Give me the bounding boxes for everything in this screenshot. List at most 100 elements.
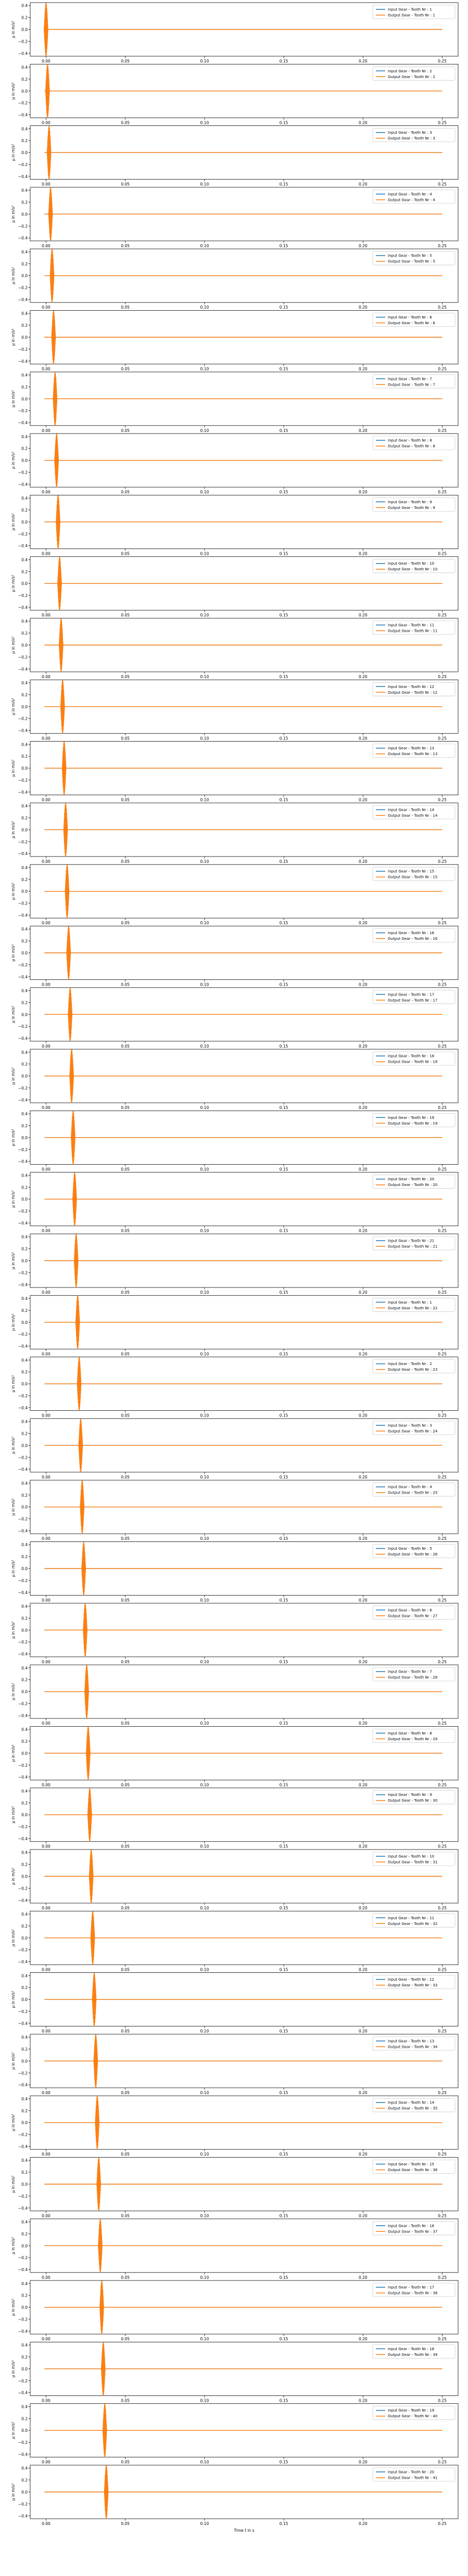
legend-box xyxy=(372,2406,456,2420)
x-tick-label: 0.00 xyxy=(42,120,50,125)
y-axis-label: μ in m/s² xyxy=(11,2360,16,2377)
subplot: −0.4 −0.2 0.0 0.2 0.4 0.00 0.05 0.10 0.15 0.20 0.2… xyxy=(11,1603,459,1664)
x-tick-label: 0.05 xyxy=(121,2029,130,2034)
legend-entry-output: Output Gear - Tooth Nr : 3 xyxy=(388,136,435,141)
y-tick-label: 0.2 xyxy=(21,1554,28,1559)
legend-box xyxy=(372,2221,456,2236)
x-tick-label: 0.05 xyxy=(121,59,130,63)
x-tick-label: 0.10 xyxy=(200,1413,209,1418)
x-tick-label: 0.10 xyxy=(200,1167,209,1171)
x-tick-label: 0.10 xyxy=(200,1660,209,1664)
y-axis-label: μ in m/s² xyxy=(11,1806,16,1823)
x-tick-label: 0.20 xyxy=(359,367,368,372)
y-tick-label: −0.2 xyxy=(18,1640,28,1644)
y-tick-label: 0.4 xyxy=(21,1112,28,1116)
y-tick-label: 0.2 xyxy=(21,16,28,20)
y-tick-label: −0.4 xyxy=(18,1775,28,1780)
x-tick-label: 0.15 xyxy=(280,921,288,925)
y-tick-label: 0.4 xyxy=(21,865,28,870)
legend-entry-output: Output Gear - Tooth Nr : 21 xyxy=(388,1245,437,1249)
y-tick-label: 0.0 xyxy=(21,581,28,586)
x-tick-label: 0.05 xyxy=(121,1475,130,1480)
y-tick-label: −0.4 xyxy=(18,1406,28,1410)
subplot: −0.4 −0.2 0.0 0.2 0.4 0.00 0.05 0.10 0.15 0.20 0.2… xyxy=(11,433,459,494)
x-tick-label: 0.00 xyxy=(42,2029,50,2034)
x-tick-label: 0.20 xyxy=(359,613,368,618)
series-line-output xyxy=(44,1295,442,1349)
legend-entry-input: Input Gear - Tooth Nr : 9 xyxy=(388,1793,432,1797)
legend-entry-output: Output Gear - Tooth Nr : 9 xyxy=(388,506,435,510)
y-tick-label: 0.4 xyxy=(21,1420,28,1424)
x-tick-label: 0.10 xyxy=(200,1782,209,1787)
subplot: −0.4 −0.2 0.0 0.2 0.4 0.00 0.05 0.10 0.15 0.20 0.2… xyxy=(11,1233,459,1295)
series-line-output xyxy=(44,1541,442,1596)
legend-entry-input: Input Gear - Tooth Nr : 6 xyxy=(388,1608,432,1612)
x-tick-label: 0.25 xyxy=(438,798,447,802)
y-tick-label: 0.2 xyxy=(21,939,28,943)
x-tick-label: 0.20 xyxy=(359,120,368,125)
series-line-output xyxy=(44,803,442,857)
y-tick-label: 0.0 xyxy=(21,2121,28,2125)
y-tick-label: −0.4 xyxy=(18,1960,28,1965)
legend-entry-input: Input Gear - Tooth Nr : 16 xyxy=(388,931,435,935)
y-tick-label: −0.4 xyxy=(18,482,28,487)
legend-entry-input: Input Gear - Tooth Nr : 19 xyxy=(388,1116,434,1120)
y-tick-label: −0.2 xyxy=(18,963,28,967)
subplot: −0.4 −0.2 0.0 0.2 0.4 0.00 0.05 0.10 0.15 0.20 0.2… xyxy=(11,2280,459,2341)
legend-box xyxy=(372,559,456,573)
x-tick-label: 0.05 xyxy=(121,1167,130,1171)
y-tick-label: −0.2 xyxy=(18,409,28,413)
legend-entry-output: Output Gear - Tooth Nr : 13 xyxy=(388,752,437,756)
x-tick-label: 0.10 xyxy=(200,736,209,741)
x-tick-label: 0.15 xyxy=(280,1351,288,1356)
y-tick-label: −0.4 xyxy=(18,2083,28,2087)
y-tick-label: −0.2 xyxy=(18,532,28,537)
y-tick-label: −0.4 xyxy=(18,420,28,425)
y-tick-label: 0.0 xyxy=(21,150,28,155)
x-tick-label: 0.10 xyxy=(200,674,209,679)
x-tick-label: 0.10 xyxy=(200,551,209,556)
y-tick-label: 0.0 xyxy=(21,28,28,32)
x-tick-label: 0.00 xyxy=(42,2214,50,2218)
x-tick-label: 0.05 xyxy=(121,182,130,187)
x-tick-label: 0.20 xyxy=(359,2214,368,2218)
y-tick-label: −0.2 xyxy=(18,1701,28,1706)
x-tick-label: 0.15 xyxy=(280,674,288,679)
y-axis-label: μ in m/s² xyxy=(11,1067,16,1085)
y-tick-label: 0.2 xyxy=(21,877,28,882)
legend-entry-output: Output Gear - Tooth Nr : 38 xyxy=(388,2291,437,2296)
y-tick-label: −0.4 xyxy=(18,297,28,302)
x-tick-label: 0.20 xyxy=(359,1967,368,1972)
legend-entry-input: Input Gear - Tooth Nr : 5 xyxy=(388,1547,432,1551)
x-tick-label: 0.10 xyxy=(200,1290,209,1295)
x-tick-label: 0.00 xyxy=(42,1167,50,1171)
x-tick-label: 0.25 xyxy=(438,551,447,556)
x-tick-label: 0.10 xyxy=(200,2152,209,2157)
series-line-output xyxy=(44,2342,442,2396)
series-line-output xyxy=(44,310,442,364)
y-tick-label: 0.4 xyxy=(21,1789,28,1793)
legend-entry-output: Output Gear - Tooth Nr : 6 xyxy=(388,321,435,325)
x-tick-label: 0.20 xyxy=(359,983,368,987)
x-tick-label: 0.20 xyxy=(359,59,368,63)
y-tick-label: 0.2 xyxy=(21,77,28,82)
y-tick-label: 0.0 xyxy=(21,1074,28,1079)
y-axis-label: μ in m/s² xyxy=(11,821,16,838)
x-tick-label: 0.05 xyxy=(121,2460,130,2465)
x-tick-label: 0.25 xyxy=(438,674,447,679)
series-line-output xyxy=(44,126,442,180)
x-tick-label: 0.10 xyxy=(200,1844,209,1849)
y-tick-label: 0.2 xyxy=(21,2293,28,2298)
legend: Input Gear - Tooth Nr : 2 Output Gear - T… xyxy=(372,1359,456,1374)
x-tick-label: 0.00 xyxy=(42,1536,50,1541)
legend-entry-input: Input Gear - Tooth Nr : 7 xyxy=(388,1670,432,1674)
y-tick-label: 0.4 xyxy=(21,2158,28,2163)
subplot: −0.4 −0.2 0.0 0.2 0.4 0.00 0.05 0.10 0.15 0.20 0.2… xyxy=(11,1357,459,1418)
legend-entry-input: Input Gear - Tooth Nr : 1 xyxy=(388,8,432,12)
series-line-output xyxy=(44,988,442,1041)
y-tick-label: −0.4 xyxy=(18,236,28,240)
